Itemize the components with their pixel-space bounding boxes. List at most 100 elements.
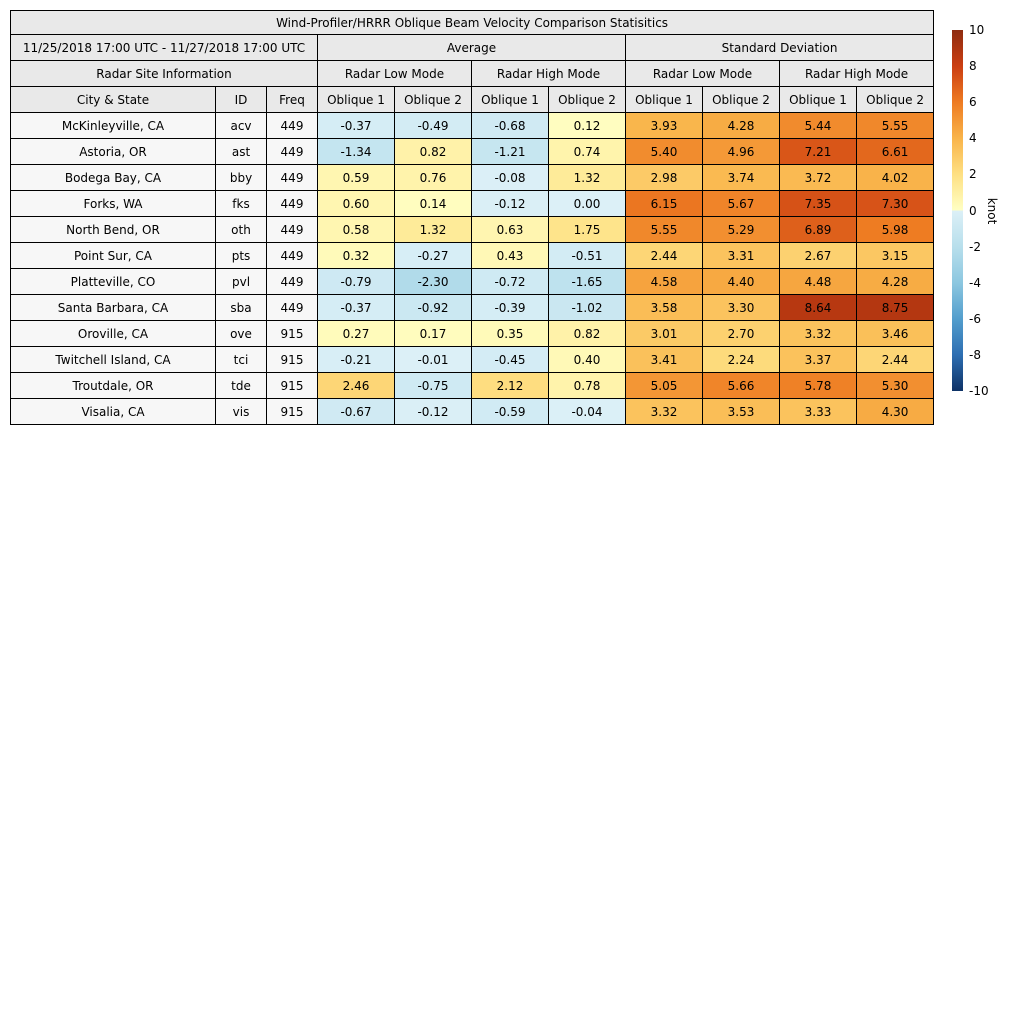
value-cell: -0.49: [394, 112, 472, 139]
value-cell: 0.35: [471, 320, 549, 347]
value-cell: -2.30: [394, 268, 472, 295]
average-group-header: Average: [317, 34, 626, 61]
freq-cell: 449: [266, 164, 318, 191]
freq-cell: 915: [266, 398, 318, 425]
value-cell: -0.08: [471, 164, 549, 191]
colorbar-tick-label: 6: [969, 95, 977, 110]
value-cell: 2.70: [702, 320, 780, 347]
value-cell: 5.29: [702, 216, 780, 243]
value-cell: 5.30: [855, 372, 935, 399]
table-row: Troutdale, OR tde 915 2.46 -0.75 2.12 0.78 5.05…: [10, 372, 935, 399]
value-cell: -0.59: [471, 398, 549, 425]
value-cell: 0.74: [548, 138, 626, 165]
value-cell: 0.12: [548, 112, 626, 139]
std-low-mode-header: Radar Low Mode: [625, 60, 780, 87]
city-cell: Oroville, CA: [10, 320, 216, 347]
col-header-oblique1: Oblique 1: [471, 86, 549, 113]
value-cell: 7.30: [855, 190, 935, 217]
value-cell: 1.32: [548, 164, 626, 191]
value-cell: 0.14: [394, 190, 472, 217]
value-cell: -0.45: [471, 346, 549, 373]
freq-cell: 915: [266, 346, 318, 373]
value-cell: 0.32: [317, 242, 395, 269]
table-row: Santa Barbara, CA sba 449 -0.37 -0.92 -0.39 -1…: [10, 294, 935, 321]
value-cell: -1.34: [317, 138, 395, 165]
value-cell: 8.64: [779, 294, 857, 321]
colorbar-tick-label: -6: [969, 311, 981, 326]
city-cell: Twitchell Island, CA: [10, 346, 216, 373]
value-cell: 2.98: [625, 164, 703, 191]
table-row: Visalia, CA vis 915 -0.67 -0.12 -0.59 -0.04 3.3…: [10, 398, 935, 425]
city-cell: Visalia, CA: [10, 398, 216, 425]
value-cell: 1.32: [394, 216, 472, 243]
site-id-cell: tci: [215, 346, 267, 373]
value-cell: 3.01: [625, 320, 703, 347]
std-high-mode-header: Radar High Mode: [778, 60, 935, 87]
value-cell: 0.63: [471, 216, 549, 243]
value-cell: -0.01: [394, 346, 472, 373]
city-cell: Troutdale, OR: [10, 372, 216, 399]
col-header-city: City & State: [10, 86, 216, 113]
value-cell: 3.93: [625, 112, 703, 139]
col-header-oblique1: Oblique 1: [779, 86, 857, 113]
value-cell: 3.37: [779, 346, 857, 373]
table-row: Bodega Bay, CA bby 449 0.59 0.76 -0.08 1.32 2.9…: [10, 164, 935, 191]
table-title-row: Wind-Profiler/HRRR Oblique Beam Velocity…: [9, 10, 935, 35]
value-cell: 5.67: [702, 190, 780, 217]
value-cell: 0.60: [317, 190, 395, 217]
colorbar-tick-label: 10: [969, 23, 985, 37]
value-cell: 5.44: [779, 112, 857, 139]
freq-cell: 915: [266, 372, 318, 399]
table-title: Wind-Profiler/HRRR Oblique Beam Velocity…: [9, 10, 935, 35]
table-row: McKinleyville, CA acv 449 -0.37 -0.49 -0.68 0.…: [10, 112, 935, 139]
site-id-cell: fks: [215, 190, 267, 217]
value-cell: 5.66: [702, 372, 780, 399]
freq-cell: 449: [266, 216, 318, 243]
value-cell: 3.32: [779, 320, 857, 347]
value-cell: -1.21: [471, 138, 549, 165]
value-cell: 8.75: [855, 294, 935, 321]
value-cell: 7.21: [779, 138, 857, 165]
colorbar-tick-label: -4: [969, 275, 981, 290]
table-row: Forks, WA fks 449 0.60 0.14 -0.12 0.00 6.15 5.67…: [10, 190, 935, 217]
value-cell: -0.68: [471, 112, 549, 139]
value-cell: -0.21: [317, 346, 395, 373]
site-id-cell: ove: [215, 320, 267, 347]
site-info-header: Radar Site Information: [10, 60, 318, 87]
value-cell: -0.51: [548, 242, 626, 269]
value-cell: -1.02: [548, 294, 626, 321]
freq-cell: 449: [266, 112, 318, 139]
colorbar-tick-label: -10: [969, 384, 989, 398]
value-cell: 0.58: [317, 216, 395, 243]
value-cell: -0.79: [317, 268, 395, 295]
value-cell: -0.37: [317, 112, 395, 139]
value-cell: 3.74: [702, 164, 780, 191]
site-id-cell: bby: [215, 164, 267, 191]
value-cell: 0.78: [548, 372, 626, 399]
value-cell: 3.15: [855, 242, 935, 269]
value-cell: 0.00: [548, 190, 626, 217]
value-cell: 3.53: [702, 398, 780, 425]
site-id-cell: vis: [215, 398, 267, 425]
col-header-oblique2: Oblique 2: [548, 86, 626, 113]
value-cell: 2.12: [471, 372, 549, 399]
col-header-oblique1: Oblique 1: [317, 86, 395, 113]
value-cell: 5.98: [855, 216, 935, 243]
value-cell: -0.39: [471, 294, 549, 321]
value-cell: -0.67: [317, 398, 395, 425]
table-row: Platteville, CO pvl 449 -0.79 -2.30 -0.72 -1.6…: [10, 268, 935, 295]
freq-cell: 449: [266, 242, 318, 269]
freq-cell: 449: [266, 190, 318, 217]
value-cell: 0.27: [317, 320, 395, 347]
table-row: Oroville, CA ove 915 0.27 0.17 0.35 0.82 3.01 2.…: [10, 320, 935, 347]
avg-low-mode-header: Radar Low Mode: [317, 60, 472, 87]
value-cell: 5.55: [625, 216, 703, 243]
value-cell: 7.35: [779, 190, 857, 217]
value-cell: 3.33: [779, 398, 857, 425]
value-cell: 4.02: [855, 164, 935, 191]
value-cell: 3.58: [625, 294, 703, 321]
group-header-row: 11/25/2018 17:00 UTC - 11/27/2018 17:00 …: [10, 34, 935, 61]
city-cell: North Bend, OR: [10, 216, 216, 243]
col-header-oblique2: Oblique 2: [394, 86, 472, 113]
stats-table: Wind-Profiler/HRRR Oblique Beam Velocity…: [9, 10, 935, 425]
